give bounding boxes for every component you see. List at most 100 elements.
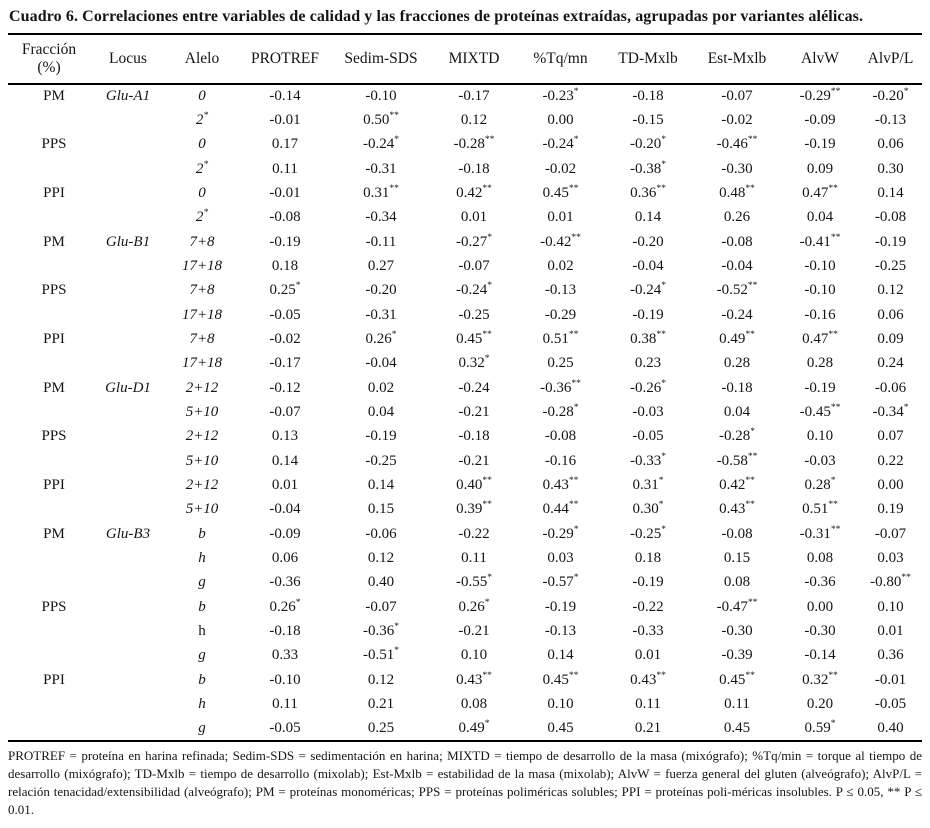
significance-marker: * <box>203 158 209 170</box>
correlation-value-cell: -0.33* <box>629 450 667 469</box>
significance-marker: * <box>394 134 400 146</box>
correlation-value-cell: -0.30 <box>721 160 753 177</box>
significance-marker: ** <box>656 328 666 340</box>
locus-cell <box>90 108 166 132</box>
correlation-value-cell: -0.21 <box>458 452 490 469</box>
correlation-value-cell: 0.06 <box>271 549 299 566</box>
allele-cell: g <box>198 647 206 664</box>
correlation-value-cell: 0.45** <box>719 669 755 688</box>
correlation-value-cell: -0.58** <box>716 450 758 469</box>
correlation-value-cell: 0.22 <box>877 452 904 469</box>
table-row: PM Glu-D1 2+12 -0.12 0.02 -0.24 -0.36** -0.26* -… <box>8 376 922 400</box>
column-header: TD-Mxlb <box>603 35 693 85</box>
locus-cell: Glu-A1 <box>105 88 151 105</box>
table-row: PM Glu-A1 0 -0.14 -0.10 -0.17 -0.23* -0.18 -0.07… <box>8 84 922 108</box>
significance-marker: ** <box>828 182 838 194</box>
correlation-value-cell: 0.21 <box>367 695 395 712</box>
significance-marker: * <box>487 572 493 584</box>
correlation-value-cell: 0.25 <box>367 719 395 736</box>
fraction-cell <box>8 449 90 473</box>
correlation-value-cell: -0.24 <box>721 306 753 323</box>
locus-cell <box>90 157 166 181</box>
fraction-cell <box>8 644 90 668</box>
correlation-value-cell: -0.09 <box>804 111 836 128</box>
correlation-value-cell: -0.06 <box>874 379 907 396</box>
correlation-value-cell: -0.36** <box>540 377 581 396</box>
correlation-value-cell: 0.14 <box>634 209 662 226</box>
correlation-value-cell: -0.23* <box>542 86 579 105</box>
correlation-value-cell: 0.59* <box>804 717 836 736</box>
correlation-value-cell: -0.05 <box>269 306 301 323</box>
correlation-value-cell: 0.11 <box>724 695 750 712</box>
correlation-value-cell: -0.08 <box>544 428 577 445</box>
correlation-value-cell: 0.38** <box>630 328 666 347</box>
significance-marker: * <box>295 596 301 608</box>
table-row: PPI 2+12 0.01 0.14 0.40** 0.43** 0.31* 0.42** 0.… <box>8 473 922 497</box>
fraction-cell: PPI <box>43 184 65 201</box>
allele-cell: 2* <box>195 207 209 226</box>
locus-cell: Glu-D1 <box>105 379 151 396</box>
significance-marker: * <box>573 401 579 413</box>
significance-marker: * <box>295 280 301 292</box>
fraction-cell <box>8 352 90 376</box>
significance-marker: * <box>658 499 664 511</box>
correlation-value-cell: -0.05 <box>874 695 907 712</box>
significance-marker: * <box>661 158 667 170</box>
table-row: 5+10 -0.07 0.04 -0.21 -0.28* -0.03 0.04 -0.45**… <box>8 400 922 424</box>
correlation-value-cell: -0.57* <box>542 572 579 591</box>
table-row: PPS 0 0.17 -0.24* -0.28** -0.24* -0.20* -0.46**… <box>8 133 922 157</box>
correlation-value-cell: 0.09 <box>806 160 834 177</box>
fraction-cell: PPI <box>43 671 65 688</box>
significance-marker: * <box>203 109 209 121</box>
correlation-value-cell: 0.36 <box>877 647 904 664</box>
correlation-value-cell: -0.47** <box>716 596 758 615</box>
locus-cell <box>90 133 166 157</box>
significance-marker: * <box>903 401 909 413</box>
correlation-value-cell: -0.24* <box>362 134 400 153</box>
correlation-value-cell: -0.20* <box>872 86 909 105</box>
correlation-value-cell: -0.01 <box>269 184 301 201</box>
correlation-value-cell: -0.04 <box>365 355 397 372</box>
significance-marker: * <box>484 353 490 365</box>
fraction-cell <box>8 498 90 522</box>
correlation-value-cell: 0.07 <box>877 428 904 445</box>
correlation-value-cell: 0.24 <box>877 355 904 372</box>
significance-marker: * <box>573 523 579 535</box>
allele-cell: 5+10 <box>185 403 219 420</box>
allele-cell: g <box>198 719 206 736</box>
correlation-value-cell: 0.02 <box>367 379 395 396</box>
allele-cell: 2* <box>195 158 209 177</box>
fraction-cell <box>8 692 90 716</box>
correlation-value-cell: -0.16 <box>804 306 836 323</box>
correlation-value-cell: -0.21 <box>458 403 490 420</box>
correlation-value-cell: 0.42** <box>719 474 755 493</box>
correlation-value-cell: -0.08 <box>721 525 753 542</box>
table-row: 5+10 0.14 -0.25 -0.21 -0.16 -0.33* -0.58** -0.0… <box>8 449 922 473</box>
locus-cell <box>90 352 166 376</box>
allele-cell: b <box>198 671 206 688</box>
locus-cell <box>90 595 166 619</box>
correlation-value-cell: 0.12 <box>367 671 395 688</box>
allele-cell: 5+10 <box>185 501 219 518</box>
correlation-value-cell: 0.12 <box>460 111 488 128</box>
correlation-value-cell: 0.03 <box>547 549 574 566</box>
significance-marker: * <box>394 645 400 657</box>
correlation-value-cell: 0.49* <box>458 717 490 736</box>
allele-cell: 7+8 <box>189 282 215 299</box>
correlation-value-cell: 0.26* <box>365 328 397 347</box>
correlation-value-cell: -0.08 <box>269 209 301 226</box>
correlation-value-cell: -0.17 <box>269 355 301 372</box>
table-row: 2* -0.08 -0.34 0.01 0.01 0.14 0.26 0.04 -0.08 <box>8 206 922 230</box>
correlation-value-cell: -0.24 <box>458 379 490 396</box>
correlation-value-cell: 0.18 <box>271 257 299 274</box>
correlation-value-cell: -0.30 <box>804 622 836 639</box>
correlation-value-cell: 0.51** <box>542 328 579 347</box>
correlation-value-cell: 0.26* <box>269 596 301 615</box>
correlation-value-cell: -0.24* <box>542 134 579 153</box>
significance-marker: ** <box>901 572 911 584</box>
correlation-value-cell: 0.15 <box>367 501 395 518</box>
significance-marker: ** <box>830 523 841 535</box>
correlation-value-cell: 0.49** <box>719 328 755 347</box>
correlation-value-cell: -0.36 <box>269 574 301 591</box>
